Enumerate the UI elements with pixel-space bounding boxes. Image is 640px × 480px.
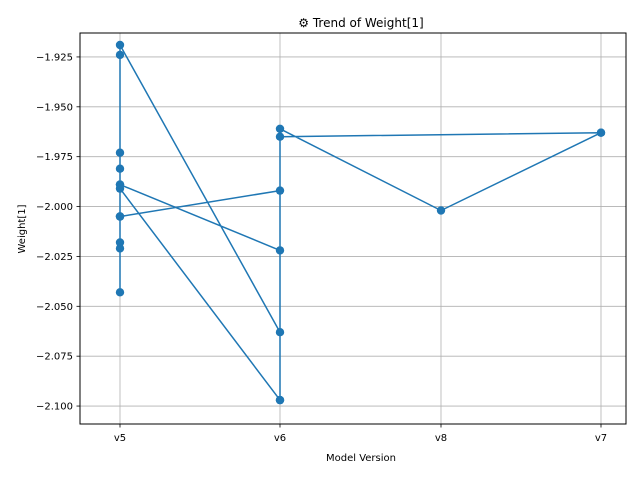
y-tick-label: −2.050 <box>36 302 73 313</box>
data-point <box>115 212 125 221</box>
data-point <box>115 40 125 50</box>
data-point <box>115 288 125 297</box>
y-tick-label: −1.925 <box>36 52 73 63</box>
chart-title: ⚙ Trend of Weight[1] <box>298 16 423 30</box>
data-point <box>596 128 606 137</box>
data-point <box>115 238 125 247</box>
y-tick-label: −1.975 <box>36 152 73 163</box>
data-point <box>275 395 285 405</box>
data-point <box>115 244 125 253</box>
grid-lines <box>80 33 626 424</box>
y-tick-label: −2.075 <box>36 352 73 363</box>
x-axis-title: Model Version <box>326 453 396 464</box>
plot-frame <box>79 32 627 425</box>
data-markers <box>115 40 606 405</box>
x-tick-label: v6 <box>274 433 286 444</box>
y-axis: −1.925 −1.950 −1.975 −2.000 −2.025 −2.050 −2.0… <box>36 52 80 413</box>
data-point <box>275 132 285 141</box>
data-point <box>115 164 125 173</box>
data-point <box>275 246 285 255</box>
y-tick-label: −2.025 <box>36 252 73 263</box>
x-tick-label: v7 <box>595 433 607 444</box>
y-tick-label: −2.000 <box>36 202 73 213</box>
y-axis-title: Weight[1] <box>17 204 28 253</box>
x-axis: v5 v6 v8 v7 <box>114 424 607 444</box>
data-point <box>115 180 125 189</box>
y-tick-label: −1.950 <box>36 102 73 113</box>
data-point <box>275 328 285 337</box>
data-point <box>275 186 285 195</box>
x-tick-label: v8 <box>435 433 447 444</box>
y-tick-label: −2.100 <box>36 402 73 413</box>
data-point <box>275 124 285 133</box>
data-point <box>115 148 125 157</box>
data-point <box>436 206 446 215</box>
x-tick-label: v5 <box>114 433 126 444</box>
data-point <box>115 50 125 60</box>
